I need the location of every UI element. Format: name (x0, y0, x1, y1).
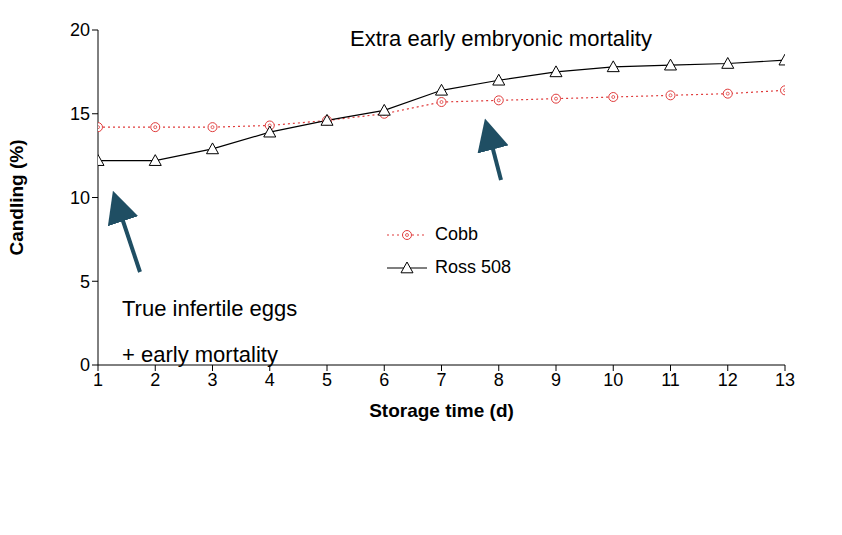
svg-text:7: 7 (436, 370, 446, 390)
svg-text:0: 0 (80, 355, 90, 375)
html-text:Ross 508: Ross 508 (435, 257, 511, 277)
svg-text:4: 4 (265, 370, 275, 390)
svg-text:13: 13 (775, 370, 795, 390)
svg-text:2: 2 (150, 370, 160, 390)
svg-text:1: 1 (93, 370, 103, 390)
svg-text:5: 5 (322, 370, 332, 390)
svg-text:6: 6 (379, 370, 389, 390)
svg-text:Storage time (d): Storage time (d) (369, 400, 514, 421)
svg-text:3: 3 (207, 370, 217, 390)
svg-text:9: 9 (551, 370, 561, 390)
html-text:+ early mortality: + early mortality (122, 342, 278, 367)
svg-text:10: 10 (603, 370, 623, 390)
svg-text:10: 10 (70, 188, 90, 208)
svg-text:8: 8 (494, 370, 504, 390)
svg-text:Candling (%): Candling (%) (8, 139, 27, 255)
html-text:True infertile eggs: True infertile eggs (122, 296, 298, 321)
html-text:Cobb: Cobb (435, 224, 478, 244)
svg-text:20: 20 (70, 20, 90, 40)
html-text:Extra early embryonic mortalit: Extra early embryonic mortality (350, 26, 652, 51)
svg-text:11: 11 (661, 370, 680, 390)
svg-text:15: 15 (70, 104, 90, 124)
svg-text:12: 12 (718, 370, 738, 390)
svg-text:5: 5 (80, 272, 90, 292)
